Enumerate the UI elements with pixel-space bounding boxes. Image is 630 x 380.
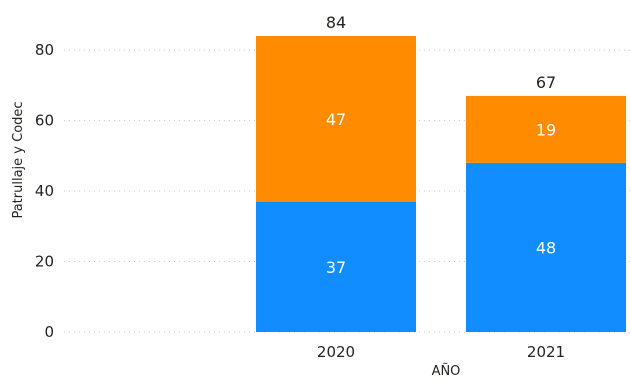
bar-segment bbox=[256, 36, 416, 202]
y-tick-label: 0 bbox=[44, 323, 54, 341]
bar-segment bbox=[466, 95, 626, 163]
y-tick-label: 40 bbox=[35, 182, 54, 200]
x-axis-ticks: 2020 2021 bbox=[317, 343, 565, 361]
y-tick-label: 80 bbox=[35, 41, 54, 59]
data-label: 47 bbox=[326, 110, 346, 129]
bar-segment bbox=[256, 201, 416, 332]
x-axis-title: AÑO bbox=[432, 363, 461, 379]
bars bbox=[256, 36, 626, 332]
y-axis-ticks: 0 20 40 60 80 bbox=[35, 41, 54, 341]
data-label: 37 bbox=[326, 258, 346, 277]
data-label: 19 bbox=[536, 120, 556, 139]
y-tick-label: 20 bbox=[35, 253, 54, 271]
y-axis-title: Patrullaje y Codec bbox=[11, 101, 26, 218]
data-label: 48 bbox=[536, 238, 556, 257]
total-label: 84 bbox=[326, 13, 346, 32]
x-tick-label: 2021 bbox=[527, 343, 565, 361]
x-tick-label: 2020 bbox=[317, 343, 355, 361]
y-tick-label: 60 bbox=[35, 112, 54, 130]
data-labels: 37 47 84 48 19 67 bbox=[326, 13, 556, 277]
total-label: 67 bbox=[536, 73, 556, 92]
bar-segment bbox=[466, 162, 626, 332]
